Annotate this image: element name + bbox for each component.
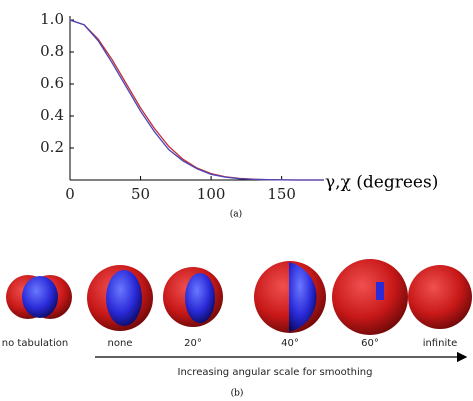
sphere-label: 60° [361, 338, 379, 349]
y-tick-label: 0.4 [40, 106, 64, 124]
x-axis-label: γ,χ (degrees) [325, 173, 438, 193]
caption: (a) [230, 209, 242, 220]
x-tick-label: 50 [131, 185, 150, 203]
sphere-label: infinite [423, 338, 458, 349]
line [69, 19, 324, 181]
sphere-label: no tabulation [2, 338, 68, 349]
arrow-label: Increasing angular scale for smoothing [178, 367, 373, 378]
y-tick-label: 0.2 [40, 138, 64, 156]
sphere-group [6, 259, 472, 335]
y-tick-label: 1.0 [40, 10, 64, 28]
x-tick-label: 150 [267, 185, 296, 203]
y-tick-label: 0.6 [40, 74, 64, 92]
sphere-label: 20° [184, 338, 202, 349]
sphere-label: none [108, 338, 133, 349]
x-tick-label: 100 [197, 185, 226, 203]
y-tick-label: 0.8 [40, 42, 64, 60]
caption: (b) [231, 388, 244, 399]
sphere-label: 40° [281, 338, 299, 349]
line [69, 19, 324, 181]
x-tick-label: 0 [65, 185, 75, 203]
